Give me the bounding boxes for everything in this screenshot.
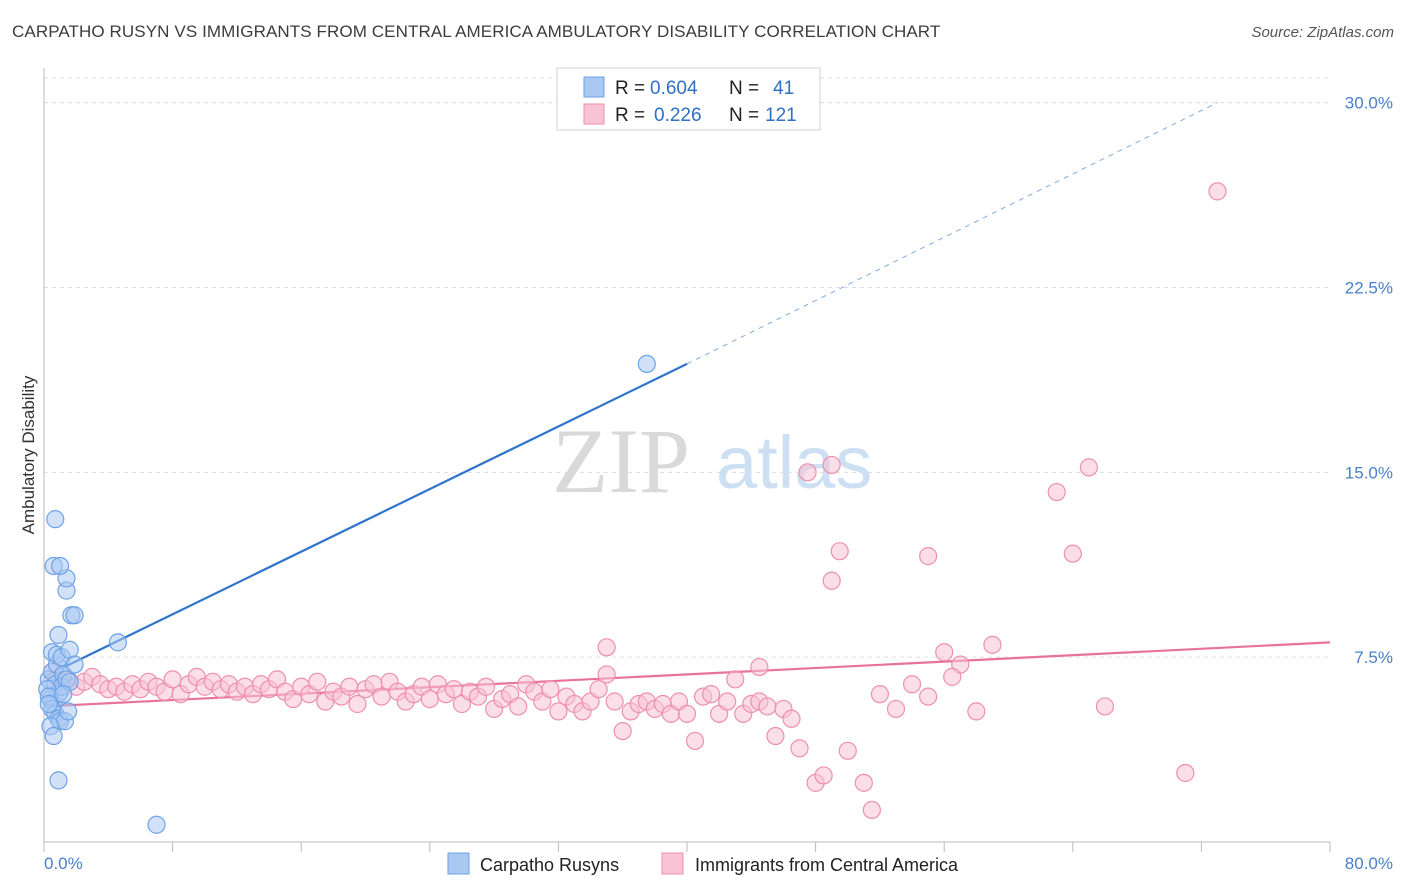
legend-n-value-2: 121 <box>765 105 797 126</box>
point-immigrants-69 <box>597 665 616 684</box>
point-immigrants-117 <box>822 571 841 590</box>
point-immigrants-38 <box>348 694 367 714</box>
point-immigrants-71 <box>613 721 632 741</box>
legend-n-label-2: N = <box>729 105 759 126</box>
point-carpatho-38 <box>637 354 656 373</box>
watermark-zip: ZIP <box>552 410 690 512</box>
point-immigrants-99 <box>838 741 857 760</box>
point-immigrants-33 <box>308 672 327 691</box>
point-carpatho-39 <box>54 685 73 704</box>
chart-title: CARPATHO RUSYN VS IMMIGRANTS FROM CENTRA… <box>12 22 941 41</box>
point-immigrants-118 <box>919 547 938 566</box>
legend-n-value-1: 41 <box>773 78 794 99</box>
point-immigrants-113 <box>1095 697 1115 716</box>
legend-n-label-1: N = <box>729 78 759 99</box>
point-immigrants-114 <box>1176 763 1195 783</box>
watermark: ZIP atlas <box>552 410 872 512</box>
watermark-atlas: atlas <box>716 421 872 504</box>
bottom-legend-label-2: Immigrants from Central America <box>695 855 959 875</box>
point-immigrants-108 <box>967 702 986 721</box>
point-carpatho-33 <box>46 510 65 529</box>
y-tick-label-2: 22.5% <box>1345 278 1393 297</box>
point-carpatho-28 <box>65 606 84 625</box>
bottom-legend-swatch-blue <box>447 852 470 875</box>
point-immigrants-112 <box>1079 458 1098 477</box>
point-immigrants-97 <box>822 455 841 475</box>
legend: R = 0.604 N = 41 R = 0.226 N = 121 <box>556 67 821 131</box>
point-immigrants-98 <box>830 542 849 561</box>
bottom-legend-swatch-pink <box>661 852 684 875</box>
y-tick-label-1: 15.0% <box>1345 463 1393 482</box>
point-immigrants-94 <box>798 463 817 482</box>
point-carpatho-34 <box>108 633 128 652</box>
trend-lines <box>43 102 1331 708</box>
y-tick-label-0: 7.5% <box>1354 648 1393 667</box>
point-immigrants-84 <box>718 692 737 711</box>
point-immigrants-58 <box>509 697 528 716</box>
point-immigrants-116 <box>943 667 962 686</box>
point-carpatho-26 <box>49 625 68 645</box>
point-immigrants-105 <box>919 687 938 706</box>
y-axis-label: Ambulatory Disability <box>19 375 38 534</box>
point-immigrants-82 <box>702 685 721 704</box>
point-immigrants-54 <box>476 677 496 696</box>
point-immigrants-92 <box>782 709 801 728</box>
point-immigrants-89 <box>758 697 777 716</box>
point-immigrants-102 <box>870 685 890 704</box>
point-immigrants-68 <box>589 680 608 699</box>
point-immigrants-110 <box>1047 482 1066 502</box>
source-label: Source: ZipAtlas.com <box>1251 24 1394 41</box>
point-immigrants-111 <box>1063 544 1082 563</box>
point-immigrants-85 <box>726 670 745 689</box>
point-immigrants-120 <box>597 638 616 657</box>
point-immigrants-109 <box>983 635 1002 654</box>
point-immigrants-70 <box>605 692 624 711</box>
point-carpatho-21 <box>59 702 78 721</box>
point-carpatho-40 <box>39 694 58 714</box>
bottom-legend-label-1: Carpatho Rusyns <box>480 855 619 875</box>
legend-r-value-1: 0.604 <box>650 78 698 99</box>
series-carpatho-points <box>38 354 656 834</box>
x-tick-labels: 0.0% 80.0% <box>44 854 1393 873</box>
point-carpatho-32 <box>50 556 70 576</box>
point-immigrants-106 <box>935 643 954 662</box>
x-tick-label-0: 0.0% <box>44 854 83 873</box>
legend-r-label-2: R = <box>615 105 645 126</box>
y-tick-labels: 7.5% 15.0% 22.5% 30.0% <box>1345 94 1393 668</box>
legend-swatch-blue <box>583 76 605 98</box>
legend-swatch-pink <box>583 103 605 125</box>
point-immigrants-115 <box>1208 182 1227 201</box>
point-carpatho-36 <box>49 771 68 790</box>
point-carpatho-35 <box>65 655 84 674</box>
grid-lines <box>44 77 1330 658</box>
legend-r-label-1: R = <box>615 78 645 99</box>
point-immigrants-104 <box>902 675 922 694</box>
trend-line-carpatho-extension <box>686 102 1218 365</box>
series-immigrants-points <box>42 182 1227 820</box>
point-immigrants-63 <box>549 702 568 721</box>
trend-line-carpatho <box>43 362 688 678</box>
point-immigrants-79 <box>677 704 697 723</box>
point-carpatho-37 <box>147 815 166 834</box>
point-immigrants-101 <box>862 800 881 820</box>
point-immigrants-100 <box>854 773 873 792</box>
point-carpatho-20 <box>44 726 63 746</box>
point-immigrants-90 <box>766 726 785 746</box>
point-immigrants-62 <box>541 680 560 699</box>
y-tick-label-3: 30.0% <box>1345 94 1393 113</box>
bottom-legend: Carpatho Rusyns Immigrants from Central … <box>447 852 959 875</box>
legend-r-value-2: 0.226 <box>654 105 702 126</box>
point-immigrants-93 <box>790 739 809 758</box>
point-immigrants-96 <box>814 766 833 785</box>
point-immigrants-119 <box>750 657 769 677</box>
point-immigrants-37 <box>340 677 359 696</box>
x-tick-label-1: 80.0% <box>1345 854 1393 873</box>
point-immigrants-103 <box>886 699 906 719</box>
point-immigrants-80 <box>685 731 705 751</box>
